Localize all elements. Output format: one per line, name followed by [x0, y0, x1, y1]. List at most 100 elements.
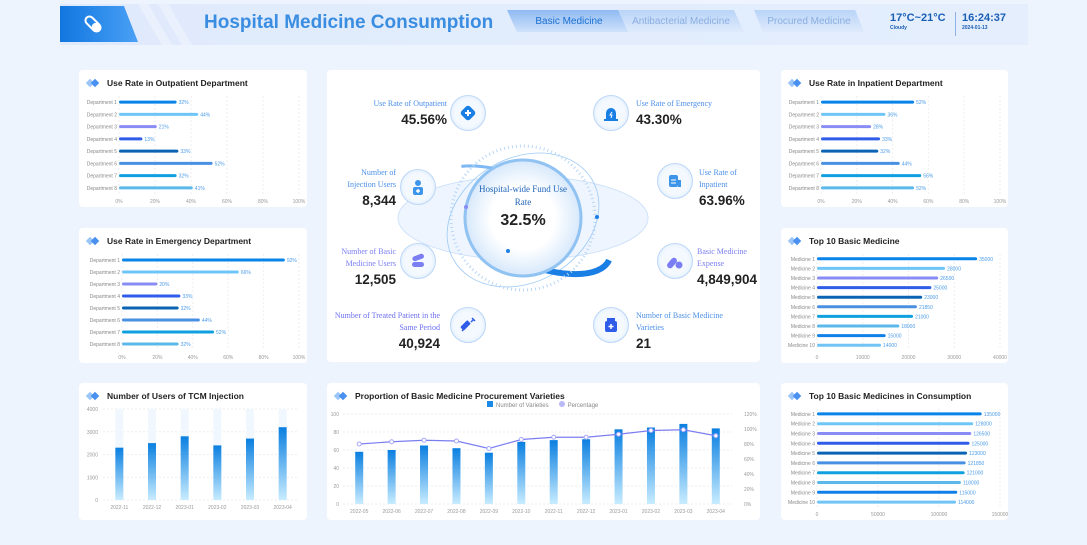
stat-label: Use Rate of Inpatient	[699, 168, 737, 189]
category-label: Department 7	[90, 330, 121, 336]
category-label: Medicine 9	[791, 334, 815, 340]
bar	[817, 276, 939, 280]
tab-procured-medicine[interactable]: Procured Medicine	[754, 10, 864, 32]
data-label: 21850	[919, 305, 933, 311]
data-label: 32%	[179, 100, 190, 106]
header: Hospital Medicine Consumption Basic Medi…	[60, 4, 1028, 45]
bar	[817, 500, 957, 504]
stat-value: 43.30%	[636, 112, 682, 127]
data-label: 135000	[984, 412, 1001, 418]
legend-label: Number of Varieties	[496, 403, 549, 409]
bar	[821, 137, 881, 141]
panel-title: Proportion of Basic Medicine Procurement…	[355, 391, 565, 401]
x-tick-label: 20%	[852, 199, 863, 205]
data-label: 44%	[200, 112, 211, 118]
tab-basic-medicine[interactable]: Basic Medicine	[507, 10, 631, 32]
bar	[679, 423, 688, 504]
bar	[817, 295, 923, 299]
y-tick-label: 40	[333, 466, 339, 472]
data-label: 32%	[880, 149, 891, 155]
emergency-chart: 0% 20% 40% 60% 80% 100% Department 1 92% Departm…	[90, 254, 306, 361]
stat-value: 45.56%	[401, 112, 447, 127]
capsules-icon	[400, 243, 436, 279]
panel-center-overview: Hospital-wide Fund Use Rate 32.5% Use Ra…	[327, 70, 760, 362]
legend-swatch	[558, 401, 565, 407]
bar	[213, 445, 222, 500]
data-label: 33%	[882, 137, 893, 143]
bar	[246, 438, 254, 500]
y-tick-label: 100	[331, 412, 340, 418]
category-label: Department 7	[87, 174, 118, 180]
clock-date: 2024-01-13	[962, 25, 988, 31]
category-label: Medicine 3	[791, 432, 815, 438]
x-tick-label: 2022-09	[480, 509, 499, 515]
page-title: Hospital Medicine Consumption	[204, 12, 494, 33]
category-label: Medicine 4	[791, 441, 815, 447]
x-tick-label: 2022-10	[512, 509, 531, 515]
stat-label: Use Rate of Emergency	[636, 99, 713, 108]
bar	[119, 100, 177, 104]
bar	[122, 270, 239, 274]
panel-emergency: Use Rate in Emergency Department 0% 20% 40…	[79, 228, 307, 363]
x-tick-label: 100%	[293, 355, 306, 361]
stat-injection-users: Number of Injection Users 8,344	[336, 167, 396, 208]
category-label: Department 1	[789, 100, 820, 106]
bar	[614, 429, 623, 504]
outpatient-chart: 0% 20% 40% 60% 80% 100% Department 1 32% Departm…	[87, 96, 306, 205]
x-tick-label: 30000	[947, 355, 961, 361]
category-label: Department 1	[87, 100, 118, 106]
y2-tick-label: 80%	[744, 442, 755, 448]
legend: Number of Varieties Percentage	[487, 401, 598, 409]
tab-antibacterial-medicine[interactable]: Antibacterial Medicine	[618, 10, 744, 32]
bar	[119, 186, 193, 190]
data-label: 52%	[215, 161, 226, 167]
x-tick-label: 2022-05	[350, 509, 369, 515]
percentage-point	[648, 428, 654, 433]
bar	[420, 445, 429, 504]
bar	[817, 314, 914, 318]
data-label: 26500	[940, 276, 954, 282]
x-tick-label: 40%	[186, 199, 197, 205]
clock: 16:24:37 2024-01-13	[962, 12, 1006, 31]
y-tick-label: 60	[333, 448, 339, 454]
inpatient-chart: 0% 20% 40% 60% 80% 100% Department 1 52% Departm…	[789, 96, 1007, 205]
x-tick-label: 2022-11	[545, 509, 563, 515]
y-tick-label: 4000	[87, 407, 98, 413]
stat-basic-medicine-expense: Basic Medicine Expense 4,849,904	[697, 246, 767, 287]
category-label: Department 3	[87, 125, 118, 131]
bar	[817, 286, 932, 290]
category-label: Department 4	[789, 137, 820, 143]
x-tick-label: 2022-06	[382, 509, 401, 515]
bar	[122, 258, 285, 262]
category-label: Department 3	[789, 125, 820, 131]
data-label: 44%	[202, 318, 213, 324]
category-label: Medicine 6	[791, 461, 815, 467]
data-label: 115000	[959, 490, 976, 496]
category-label: Department 5	[90, 306, 121, 312]
pill-coin-icon	[657, 243, 693, 279]
panel-procurement: Proportion of Basic Medicine Procurement…	[327, 383, 760, 520]
y2-tick-label: 120%	[744, 412, 757, 418]
legend-item-percentage[interactable]: Percentage	[558, 401, 598, 409]
bar	[821, 161, 900, 165]
bar	[817, 490, 958, 494]
category-label: Department 5	[87, 149, 118, 155]
category-label: Medicine 2	[791, 422, 815, 428]
x-tick-label: 100000	[931, 512, 948, 518]
data-label: 125000	[972, 441, 989, 447]
x-tick-label: 2023-01	[609, 509, 628, 515]
data-label: 52%	[916, 100, 927, 106]
data-label: 52%	[216, 330, 227, 336]
x-tick-label: 0	[816, 512, 819, 518]
panel-top10-consumption: Top 10 Basic Medicines in Consumption 0 5…	[781, 383, 1008, 520]
x-tick-label: 150000	[992, 512, 1008, 518]
x-tick-label: 2023-02	[642, 509, 661, 515]
x-tick-label: 2023-03	[674, 509, 693, 515]
top10-consumption-chart: 0 50000 100000 150000 Medicine 1 135000 Medici…	[788, 409, 1008, 518]
stat-value: 12,505	[354, 272, 396, 287]
legend-item-varieties[interactable]: Number of Varieties	[487, 401, 549, 409]
data-label: 33%	[182, 294, 193, 300]
x-tick-label: 100%	[994, 199, 1007, 205]
percentage-point	[583, 434, 589, 440]
data-label: 28%	[873, 125, 884, 131]
